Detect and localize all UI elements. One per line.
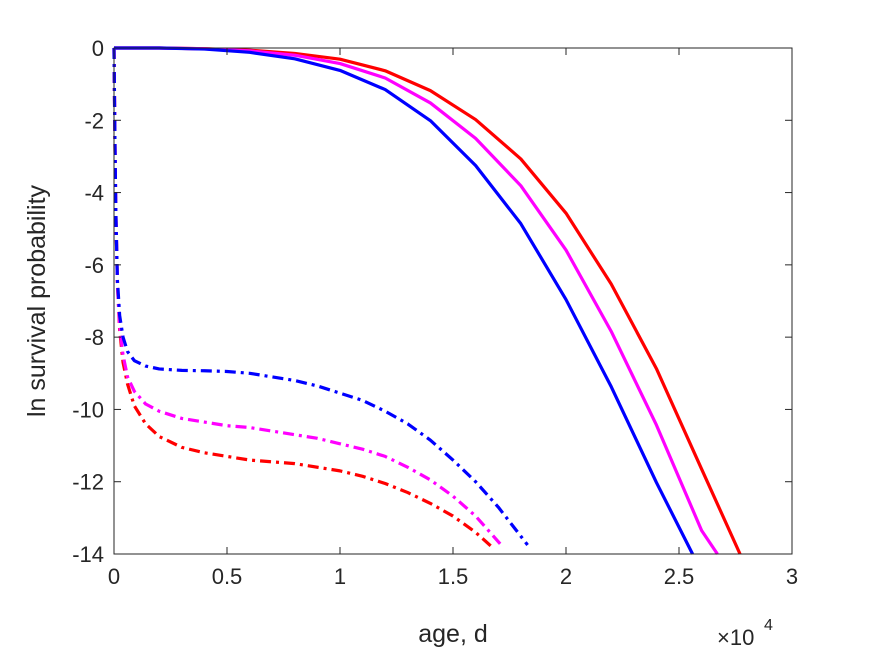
x-tick-label: 1: [334, 564, 346, 589]
x-tick-label: 2.5: [664, 564, 695, 589]
x-tick-label: 0.5: [212, 564, 243, 589]
y-tick-label: -12: [72, 470, 104, 495]
x-exponent-power: 4: [764, 617, 773, 634]
y-axis-title: ln survival probability: [23, 184, 51, 417]
plot-area: [114, 48, 792, 554]
y-tick-label: -4: [84, 181, 104, 206]
x-tick-label: 0: [108, 564, 120, 589]
y-tick-label: 0: [92, 36, 104, 61]
solid-series-line: [114, 46, 694, 555]
x-axis-title: age, d: [418, 620, 488, 648]
dashdot-series-line: [112, 47, 504, 548]
x-tick-label: 2: [560, 564, 572, 589]
x-exponent-base: ×10: [717, 625, 754, 650]
y-tick-label: -6: [84, 253, 104, 278]
x-tick-label: 1.5: [438, 564, 469, 589]
y-tick-label: -8: [84, 325, 104, 350]
dashdot-series-line: [112, 47, 529, 546]
y-tick-label: -14: [72, 542, 104, 567]
x-tick-labels: 0 0.5 1 1.5 2 2.5 3: [108, 564, 798, 589]
axis-ticks: [113, 47, 793, 555]
series-lines: [112, 46, 742, 555]
y-tick-label: -2: [84, 108, 104, 133]
y-tick-labels: 0 -2 -4 -6 -8 -10 -12 -14: [72, 36, 104, 567]
y-tick-label: -10: [72, 397, 104, 422]
x-tick-label: 3: [786, 564, 798, 589]
